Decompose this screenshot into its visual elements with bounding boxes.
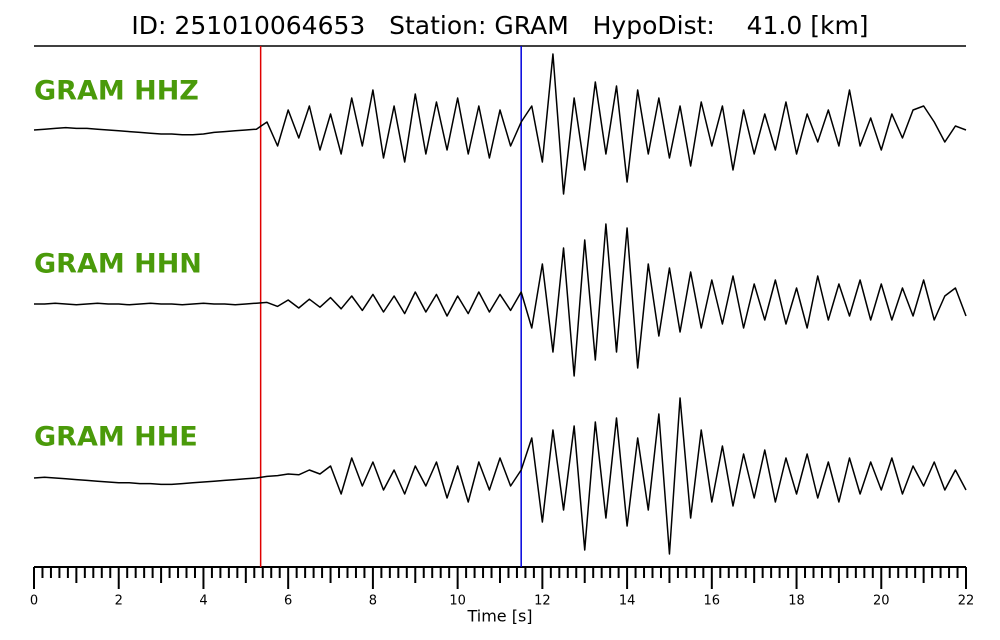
x-tick-label: 16 (704, 594, 721, 609)
x-tick-label: 20 (873, 594, 890, 609)
x-tick-label: 18 (788, 594, 805, 609)
trace-label: GRAM HHE (34, 422, 198, 453)
x-tick-label: 10 (449, 594, 466, 609)
waveform (34, 223, 967, 377)
waveform (33, 397, 967, 555)
x-tick-label: 14 (619, 594, 636, 609)
chart-title: ID: 251010064653 Station: GRAM HypoDist:… (131, 11, 868, 40)
waveform (33, 53, 967, 195)
trace-label: GRAM HHN (34, 249, 202, 280)
x-tick-label: 22 (958, 594, 975, 609)
x-tick-label: 2 (115, 594, 123, 609)
x-tick-label: 6 (284, 594, 292, 609)
x-tick-label: 4 (199, 594, 207, 609)
x-tick-label: 0 (30, 594, 38, 609)
x-tick-label: 12 (534, 594, 551, 609)
trace-label: GRAM HHZ (34, 76, 199, 107)
x-tick-label: 8 (369, 594, 377, 609)
x-axis-label: Time [s] (466, 607, 532, 626)
